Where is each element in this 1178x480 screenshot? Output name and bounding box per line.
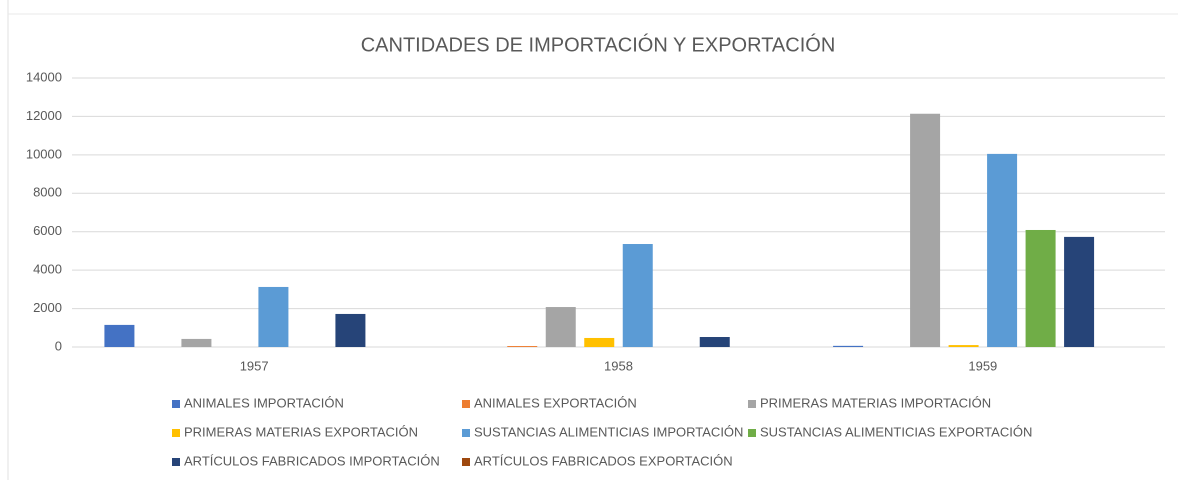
y-tick-label: 0 (55, 338, 62, 353)
legend-label: SUSTANCIAS ALIMENTICIAS IMPORTACIÓN (474, 424, 743, 439)
bar (987, 153, 1018, 347)
x-tick-label: 1957 (240, 358, 269, 373)
bar (584, 337, 615, 347)
bar (104, 324, 135, 347)
bar (833, 345, 864, 347)
y-tick-label: 14000 (26, 69, 62, 84)
bar (910, 113, 941, 347)
legend-swatch (748, 429, 756, 437)
legend-swatch (172, 429, 180, 437)
y-tick-label: 6000 (33, 223, 62, 238)
legend-swatch (748, 400, 756, 408)
bar (1064, 236, 1095, 347)
legend-label: ARTÍCULOS FABRICADOS EXPORTACIÓN (474, 453, 733, 468)
legend-label: ANIMALES EXPORTACIÓN (474, 395, 637, 410)
bar (258, 286, 289, 347)
legend-swatch (462, 458, 470, 466)
chart-title: CANTIDADES DE IMPORTACIÓN Y EXPORTACIÓN (361, 33, 836, 56)
legend-label: SUSTANCIAS ALIMENTICIAS EXPORTACIÓN (760, 424, 1032, 439)
bar (335, 313, 366, 347)
bar (545, 307, 576, 347)
legend-label: PRIMERAS MATERIAS EXPORTACIÓN (184, 424, 418, 439)
bar (622, 244, 653, 347)
y-tick-label: 8000 (33, 185, 62, 200)
bar (181, 338, 212, 347)
y-tick-label: 4000 (33, 262, 62, 277)
legend-swatch (172, 458, 180, 466)
bar (948, 345, 979, 347)
y-tick-label: 10000 (26, 146, 62, 161)
bar (1025, 229, 1056, 347)
x-tick-label: 1959 (968, 358, 997, 373)
legend-swatch (462, 429, 470, 437)
legend-swatch (462, 400, 470, 408)
legend-label: PRIMERAS MATERIAS IMPORTACIÓN (760, 395, 991, 410)
legend-swatch (172, 400, 180, 408)
bar (507, 346, 538, 347)
x-tick-label: 1958 (604, 358, 633, 373)
legend-label: ANIMALES IMPORTACIÓN (184, 395, 344, 410)
bar (699, 337, 730, 347)
y-tick-label: 2000 (33, 300, 62, 315)
y-tick-label: 12000 (26, 108, 62, 123)
legend-label: ARTÍCULOS FABRICADOS IMPORTACIÓN (184, 453, 440, 468)
